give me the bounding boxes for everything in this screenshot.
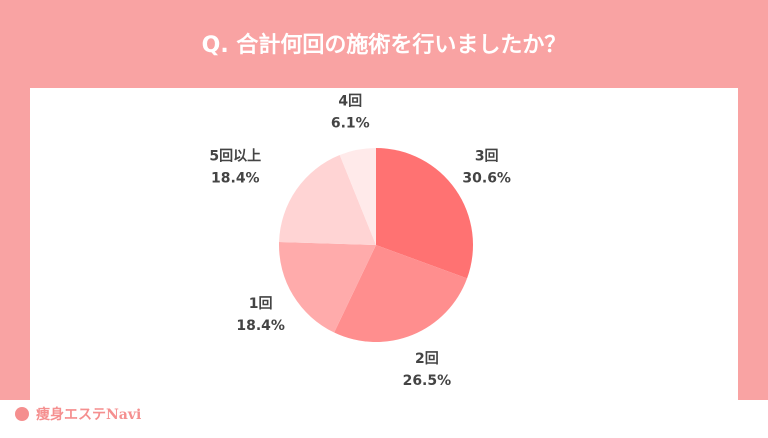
brand-icon: [15, 407, 29, 421]
slice-label: 1回: [249, 296, 273, 312]
slice-label: 5回以上: [209, 149, 261, 165]
slice-label: 4回: [338, 93, 362, 109]
chart-title: Q. 合計何回の施術を行いましたか？: [202, 32, 567, 58]
footer: [0, 400, 768, 438]
slice-label: 3回: [475, 149, 499, 165]
slice-label: 2回: [415, 351, 439, 367]
data-label: 30.6%: [462, 171, 511, 187]
data-label: 18.4%: [236, 318, 285, 334]
pie-slice: [339, 148, 376, 245]
pie-slice: [279, 241, 376, 333]
pie-slice: [334, 245, 468, 342]
data-label: 18.4%: [211, 171, 260, 187]
data-label: 26.5%: [403, 373, 452, 389]
pie-slice: [376, 148, 473, 279]
pie-slice: [279, 155, 376, 245]
brand: 痩身エステNavi: [36, 406, 141, 423]
data-label: 6.1%: [331, 115, 370, 131]
